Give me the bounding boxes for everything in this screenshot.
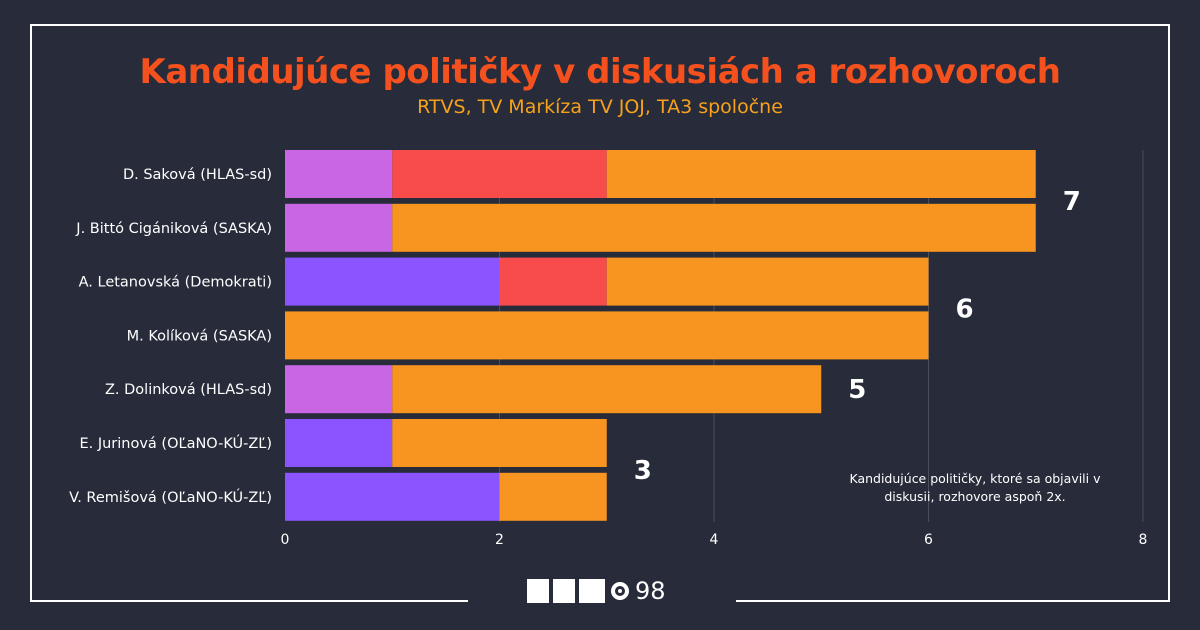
x-tick-label: 2 <box>495 532 504 548</box>
annotation-line: Kandidujúce političky, ktoré sa objavili… <box>849 471 1101 486</box>
category-label: E. Jurinová (OĽaNO-KÚ-ZĽ) <box>79 434 272 452</box>
category-label: Z. Dolinková (HLAS-sd) <box>105 382 272 398</box>
logo-circle-icon <box>611 582 629 600</box>
x-tick-label: 4 <box>710 532 719 548</box>
bar-segment <box>285 419 393 467</box>
logo-letter-e <box>553 579 575 603</box>
total-label: 7 <box>1063 187 1081 217</box>
total-label: 6 <box>955 295 973 325</box>
category-label: V. Remišová (OĽaNO-KÚ-ZĽ) <box>69 488 272 506</box>
x-tick-label: 8 <box>1139 532 1148 548</box>
bar-segment <box>285 150 393 198</box>
logo-letter-m2 <box>579 579 605 603</box>
memo98-logo: 98 <box>527 575 666 607</box>
category-label: M. Kolíková (SASKA) <box>127 328 272 344</box>
category-label: D. Saková (HLAS-sd) <box>123 167 272 183</box>
bar-segment <box>392 419 607 467</box>
bar-segment <box>392 150 607 198</box>
bar-segment <box>499 472 607 521</box>
bar-segment <box>285 472 500 521</box>
bar-segment <box>285 203 393 252</box>
chart-title: Kandidujúce političky v diskusiách a roz… <box>139 52 1061 92</box>
bar-segment <box>285 257 500 306</box>
annotation-line: diskusii, rozhovore aspoň 2x. <box>884 489 1065 504</box>
bar-segment <box>285 365 393 414</box>
chart-annotation: Kandidujúce političky, ktoré sa objavili… <box>849 471 1101 504</box>
logo-letter-m1 <box>527 579 549 603</box>
bar-segment <box>285 311 929 360</box>
bar-segment <box>606 257 929 306</box>
bar-segment <box>392 203 1036 252</box>
logo-number: 98 <box>635 577 666 605</box>
total-label: 5 <box>848 375 866 405</box>
category-label: A. Letanovská (Demokrati) <box>79 275 272 291</box>
bar-segment <box>392 365 822 414</box>
x-tick-label: 0 <box>281 532 290 548</box>
x-tick-label: 6 <box>924 532 933 548</box>
bar-segment <box>499 257 607 306</box>
total-label: 3 <box>634 456 652 486</box>
bar-segment <box>606 150 1036 198</box>
chart-subtitle: RTVS, TV Markíza TV JOJ, TA3 spoločne <box>417 96 783 118</box>
category-label: J. Bittó Cigániková (SASKA) <box>75 221 272 237</box>
